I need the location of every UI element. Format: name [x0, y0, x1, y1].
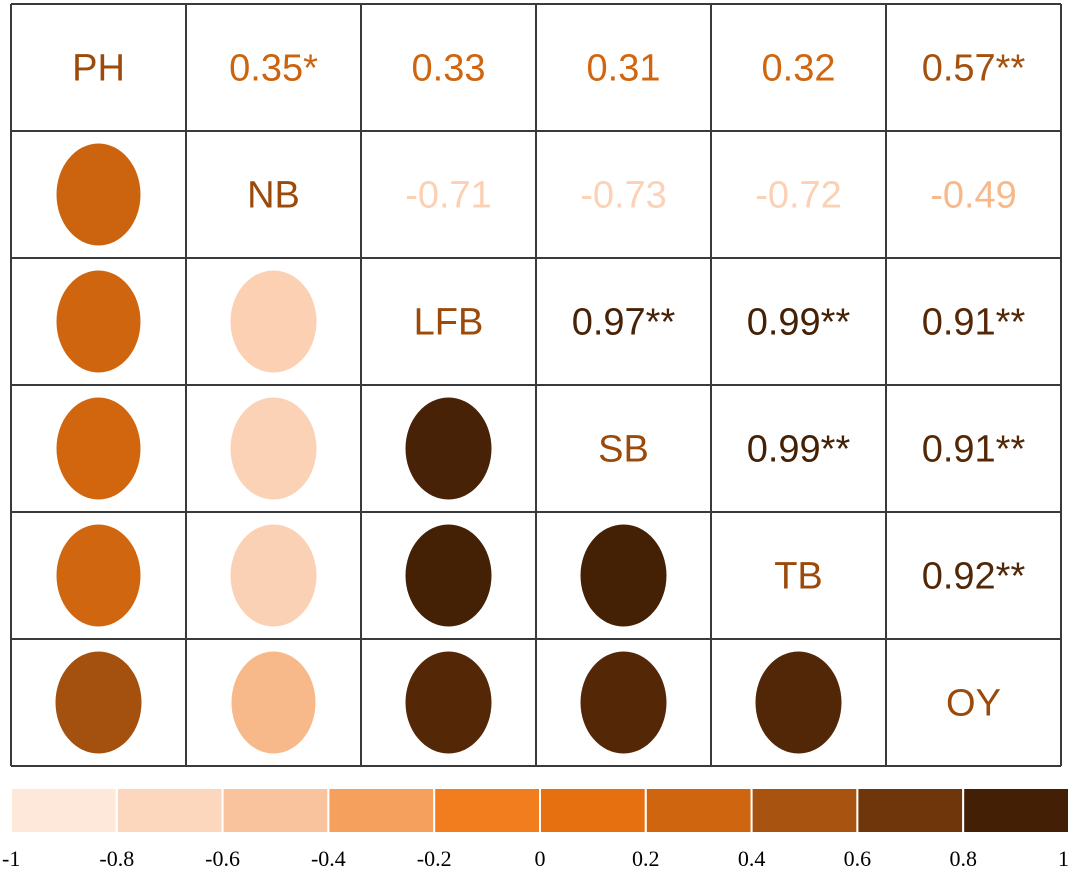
correlation-value: 0.99** [747, 429, 851, 471]
correlation-ellipse [56, 270, 141, 373]
colorbar-swatch [433, 787, 542, 834]
colorbar-swatch [115, 787, 224, 834]
correlation-value: 0.91** [922, 302, 1026, 344]
correlation-value: 0.91** [922, 429, 1026, 471]
correlation-ellipse [405, 524, 492, 627]
colorbar-tick-label: 0.2 [632, 846, 660, 871]
correlation-value: -0.49 [930, 175, 1017, 217]
colorbar-tick-label: 0.8 [949, 846, 977, 871]
colorbar-swatch [327, 787, 436, 834]
correlation-ellipse [55, 651, 142, 754]
correlation-ellipse [230, 397, 317, 500]
colorbar-swatch [221, 787, 330, 834]
correlation-value: 0.33 [412, 48, 486, 90]
correlation-value: 0.99** [747, 302, 851, 344]
correlation-value: -0.73 [580, 175, 667, 217]
correlation-ellipse [230, 524, 317, 627]
correlation-ellipse [580, 524, 667, 627]
correlation-value: 0.35* [229, 48, 318, 90]
variable-label: TB [774, 556, 823, 598]
colorbar-tick-label: -0.8 [99, 846, 134, 871]
correlation-value: -0.72 [755, 175, 842, 217]
colorbar-swatch [644, 787, 753, 834]
correlation-ellipse [56, 397, 141, 500]
correlation-ellipse [56, 524, 141, 627]
colorbar-swatch [750, 787, 859, 834]
correlation-ellipse [56, 143, 141, 246]
variable-label: LFB [414, 302, 484, 344]
colorbar-swatch [10, 787, 118, 834]
variable-label: NB [247, 175, 300, 217]
colorbar-swatch [962, 787, 1071, 834]
correlation-value: 0.31 [587, 48, 661, 90]
correlation-ellipse [231, 651, 316, 754]
correlation-ellipse [405, 397, 492, 500]
variable-label: SB [598, 429, 649, 471]
colorbar-tick-label: -0.2 [417, 846, 452, 871]
correlation-value: 0.92** [922, 556, 1026, 598]
colorbar-tick-label: 0.4 [738, 846, 766, 871]
correlation-value: -0.71 [405, 175, 492, 217]
colorbar-tick-label: 0 [535, 846, 546, 871]
correlation-value: 0.57** [922, 48, 1026, 90]
correlation-ellipse [230, 270, 317, 373]
variable-label: PH [72, 48, 125, 90]
colorbar-swatch [856, 787, 965, 834]
correlation-ellipse [405, 651, 492, 754]
colorbar-tick-label: 1 [1058, 846, 1069, 871]
correlation-ellipse [755, 651, 842, 754]
correlation-value: 0.97** [572, 302, 676, 344]
correlation-value: 0.32 [762, 48, 836, 90]
colorbar-tick-label: 0.6 [844, 846, 872, 871]
correlation-ellipse [580, 651, 667, 754]
colorbar-tick-label: -0.4 [311, 846, 346, 871]
colorbar-tick-label: -1 [2, 846, 20, 871]
colorbar-tick-label: -0.6 [205, 846, 240, 871]
colorbar-swatch [539, 787, 647, 834]
variable-label: OY [946, 683, 1001, 725]
